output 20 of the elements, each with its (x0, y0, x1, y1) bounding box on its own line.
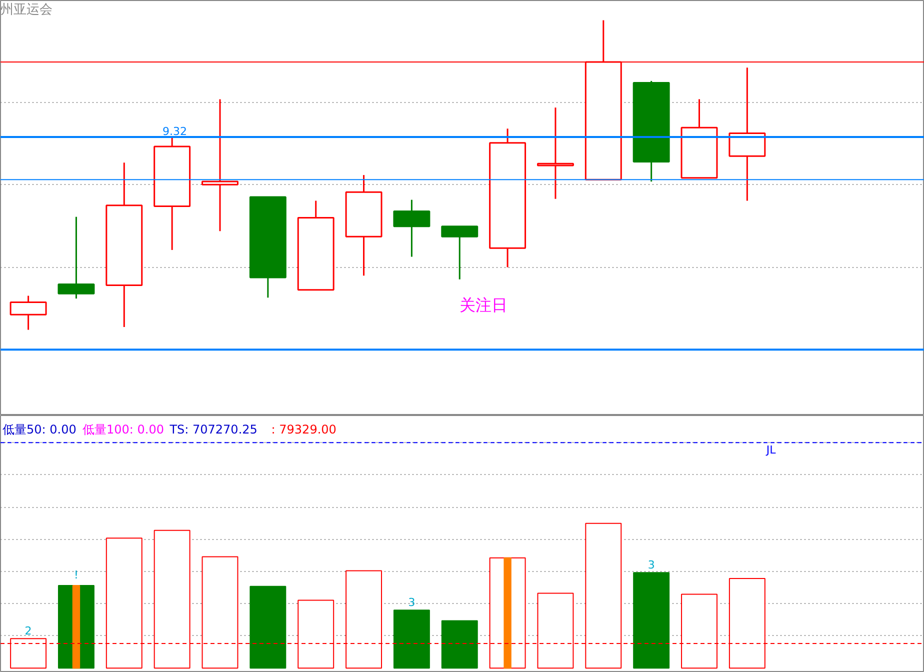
bar (633, 572, 670, 669)
annotation: 9.32 (162, 124, 187, 138)
annotation: 2 (24, 624, 32, 638)
bar (393, 610, 430, 669)
text: TS: 707270.25 (168, 422, 258, 436)
bar (250, 586, 286, 669)
annotation: ! (74, 568, 78, 582)
bar (504, 557, 512, 669)
annotation: 3 (408, 596, 416, 610)
bar (441, 620, 478, 669)
bar (72, 584, 80, 669)
text: 低量100: 0.00 (82, 422, 164, 436)
annotation: 3 (648, 558, 655, 572)
annotation: 关注日 (460, 295, 508, 314)
text: 州亚运会 (0, 2, 52, 18)
text: 低量50: 0.00 (2, 422, 76, 436)
text: : 79329.00 (271, 422, 336, 436)
candlestick (202, 98, 238, 232)
candlestick (536, 106, 574, 200)
ref-line-label: JL (765, 444, 777, 457)
